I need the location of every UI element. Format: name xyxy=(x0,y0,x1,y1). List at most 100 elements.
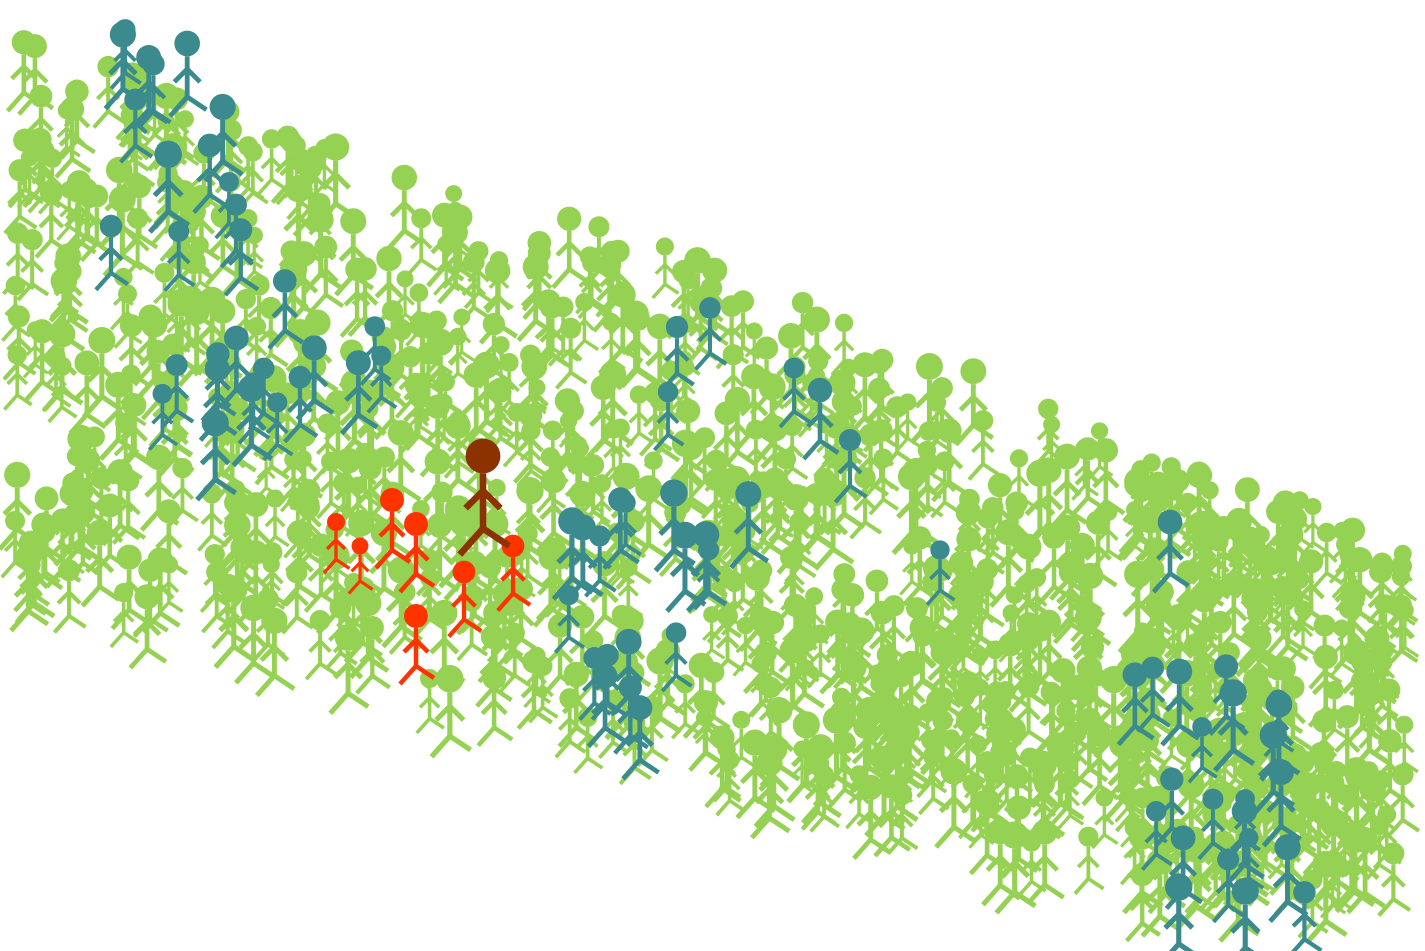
crowd-figure xyxy=(234,594,275,685)
crowd-figure xyxy=(213,575,256,669)
group-figure xyxy=(586,663,625,748)
group-figure xyxy=(778,357,811,429)
family-figure xyxy=(496,534,532,613)
crowd-figure xyxy=(849,467,883,540)
crowd-figure xyxy=(433,235,461,296)
crowd-figure xyxy=(257,129,288,196)
crowd-figure xyxy=(303,533,340,613)
group-figure xyxy=(652,381,685,452)
crowd-figure xyxy=(68,350,107,435)
group-figure xyxy=(665,521,707,613)
crowd-figure xyxy=(167,457,199,528)
group-figure xyxy=(553,585,585,654)
crowd-figure xyxy=(625,385,654,449)
crowd-figure xyxy=(281,562,314,635)
crowd-figure xyxy=(128,584,168,670)
crowd-figure xyxy=(476,665,514,748)
group-figure xyxy=(1268,834,1309,924)
crowd-figure xyxy=(651,237,680,299)
crowd-figure xyxy=(967,410,1000,481)
crowd-figure xyxy=(139,444,180,532)
crowd-figure xyxy=(691,709,718,767)
red-family xyxy=(322,488,532,686)
crowd-figure xyxy=(551,206,589,290)
crowd-figure xyxy=(573,707,604,775)
group-figure xyxy=(1116,662,1155,747)
crowd-figure xyxy=(111,469,147,545)
group-figure xyxy=(1261,759,1302,848)
group-figure xyxy=(339,350,379,436)
group-figure xyxy=(694,297,728,371)
crowd-figure xyxy=(1012,675,1046,749)
crowd-figure xyxy=(930,451,961,519)
crowd-figure xyxy=(406,208,438,276)
group-figure xyxy=(1140,801,1173,871)
crowd-figure xyxy=(47,356,78,424)
crowd-figure xyxy=(1091,788,1119,850)
crowd-figure xyxy=(75,191,103,250)
group-figure xyxy=(660,315,695,392)
crowd-figure xyxy=(1319,860,1347,919)
crowd-figure xyxy=(809,764,841,833)
crowd-figure xyxy=(852,774,891,860)
group-figure xyxy=(610,492,642,561)
crowd-figure xyxy=(994,821,1037,915)
group-figure xyxy=(366,345,398,414)
group-figure xyxy=(223,218,260,297)
crowd-figure xyxy=(899,537,926,596)
group-figure xyxy=(103,21,144,111)
group-figure xyxy=(283,365,319,444)
group-figure xyxy=(693,539,726,611)
crowd-figure xyxy=(419,394,458,478)
crowd-figure xyxy=(308,235,345,314)
group-figure xyxy=(925,540,956,606)
crowd-figure xyxy=(122,207,155,280)
crowd-figure xyxy=(868,448,900,516)
crowd-figure xyxy=(712,605,745,677)
group-figure xyxy=(195,409,238,502)
family-figure xyxy=(374,488,412,570)
group-figure xyxy=(833,429,868,504)
group-figure xyxy=(168,30,208,118)
group-figure xyxy=(729,481,770,570)
group-figure xyxy=(1212,679,1256,773)
group-figure xyxy=(119,88,154,164)
group-figure xyxy=(94,214,130,292)
crowd-figure xyxy=(620,306,658,389)
crowd-figure xyxy=(1073,826,1105,896)
crowd-figure xyxy=(554,688,587,759)
group-figure xyxy=(147,383,179,451)
group-figure xyxy=(163,221,196,293)
crowd-figure xyxy=(155,555,184,618)
family-figure xyxy=(322,513,351,575)
crowd-figure xyxy=(600,420,629,483)
group-figure xyxy=(1187,717,1218,784)
group-figure xyxy=(802,377,840,461)
crowd-figure xyxy=(197,483,228,552)
crowd-figure xyxy=(385,164,425,252)
group-figure xyxy=(147,140,191,234)
crowd-figure xyxy=(735,729,777,820)
crowd-figure xyxy=(1057,770,1085,830)
teal-groups xyxy=(94,19,1323,951)
crowd-figure xyxy=(17,555,47,621)
crowd-figure xyxy=(555,317,588,390)
crowd-figure xyxy=(1289,600,1318,661)
crowd-figure xyxy=(715,750,746,817)
group-figure xyxy=(660,622,693,693)
family-figure xyxy=(398,604,436,686)
brown-leader xyxy=(457,438,511,557)
family-figure xyxy=(398,512,436,594)
group-figure xyxy=(1163,873,1195,951)
crowd-figure xyxy=(789,740,816,799)
crowd-figure xyxy=(3,159,38,235)
group-figure xyxy=(1229,877,1261,951)
crowd-figure xyxy=(1125,862,1161,943)
crowd-figure xyxy=(80,519,121,608)
crowd-figure xyxy=(56,516,85,579)
group-figure xyxy=(1291,881,1323,951)
crowd-figure xyxy=(528,656,559,724)
group-figure xyxy=(267,269,304,350)
crowd-figure xyxy=(109,583,140,649)
crowd-figure xyxy=(1338,830,1374,908)
